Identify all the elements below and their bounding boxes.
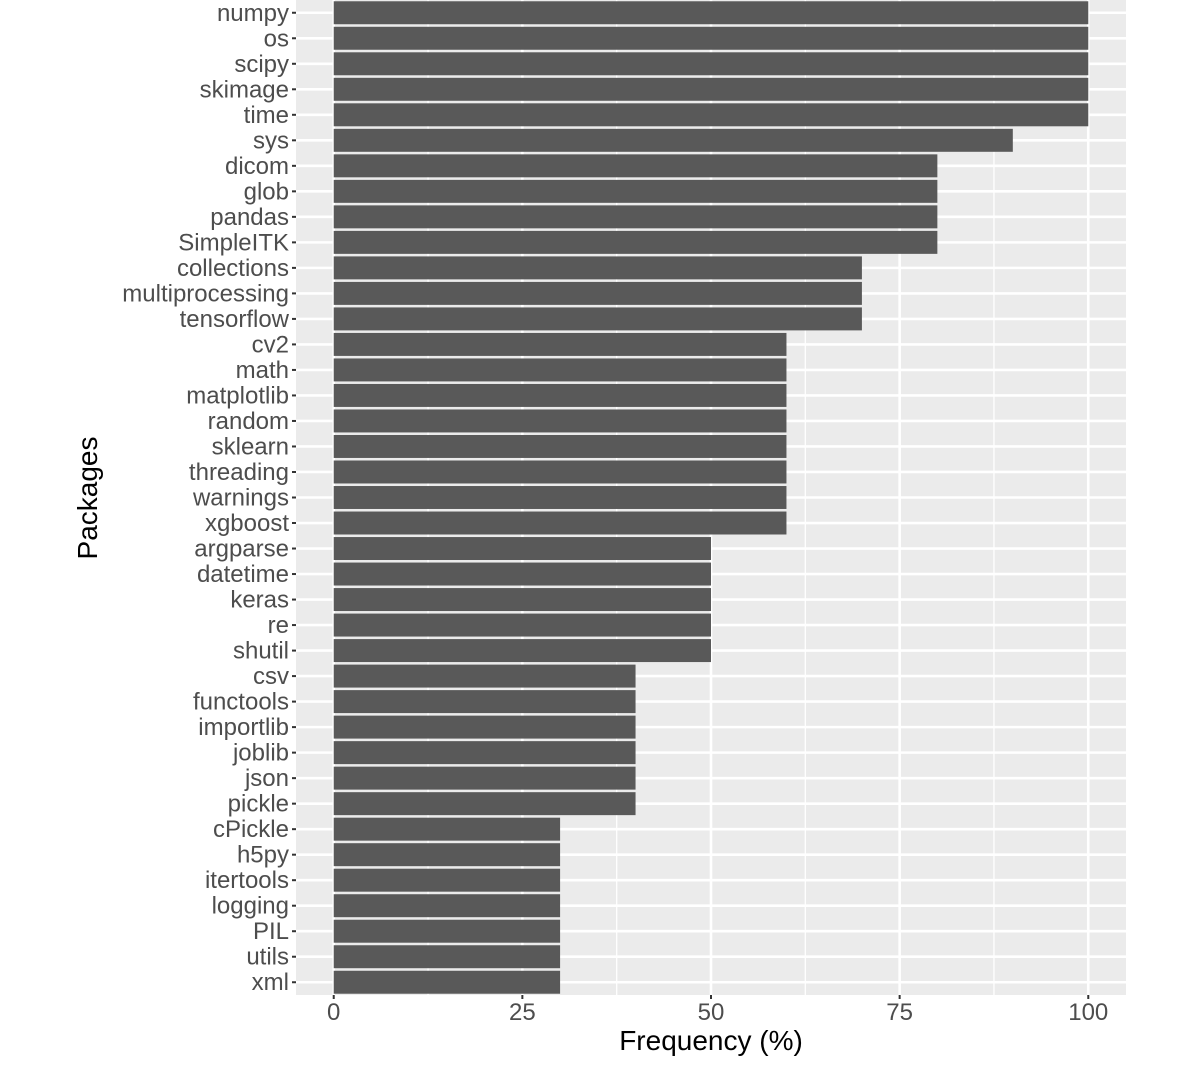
y-tick-label: math [236,357,289,384]
y-tick-label: threading [189,459,289,486]
x-axis-title: Frequency (%) [619,1025,803,1056]
bar-collections [333,256,862,280]
y-tick-label: importlib [198,714,289,741]
x-axis: 0 25 50 75 100 [327,995,1108,1026]
y-tick-label: sklearn [212,433,289,460]
bar-cv2 [333,332,787,356]
y-tick-label: pandas [210,204,289,231]
y-tick-label: h5py [237,842,289,869]
y-tick-label: datetime [197,561,289,588]
bar-joblib [333,741,636,765]
y-tick-label: logging [212,893,289,920]
bar-datetime [333,562,711,586]
bar-argparse [333,537,711,561]
bar-numpy [333,1,1089,25]
x-tick-label: 0 [327,999,340,1026]
y-tick-label: pickle [228,791,289,818]
y-tick-label: collections [177,255,289,282]
y-tick-label: random [208,408,289,435]
y-tick-label: SimpleITK [178,229,289,256]
bar-math [333,358,787,382]
y-tick-label: sys [253,127,289,154]
x-tick-label: 25 [509,999,536,1026]
bar-scipy [333,52,1089,76]
y-tick-label: os [264,25,289,52]
y-tick-label: argparse [194,536,289,563]
y-tick-label: xml [252,969,289,996]
y-tick-label: utils [246,944,289,971]
y-tick-label: json [244,765,289,792]
y-tick-label: re [268,612,289,639]
bar-simpleitk [333,230,938,254]
y-tick-label: shutil [233,638,289,665]
bar-shutil [333,639,711,663]
bar-matplotlib [333,383,787,407]
y-tick-label: cv2 [252,331,289,358]
bar-sys [333,128,1013,152]
y-tick-label: scipy [234,51,289,78]
bar-xml [333,970,561,994]
bar-re [333,613,711,637]
bar-itertools [333,868,561,892]
y-tick-label: warnings [192,485,289,512]
bar-h5py [333,843,561,867]
bar-time [333,103,1089,127]
bar-utils [333,945,561,969]
y-tick-label: cPickle [213,816,289,843]
y-axis: numpyosscipyskimagetimesysdicomglobpanda… [122,0,296,996]
y-tick-label: xgboost [205,510,289,537]
bar-multiprocessing [333,281,862,305]
bar-keras [333,588,711,612]
bar-glob [333,179,938,203]
bar-dicom [333,154,938,178]
bar-functools [333,690,636,714]
y-tick-label: csv [253,663,289,690]
bar-tensorflow [333,307,862,331]
y-tick-label: tensorflow [180,306,290,333]
y-tick-label: keras [230,587,289,614]
bar-pickle [333,792,636,816]
x-tick-label: 50 [698,999,725,1026]
y-tick-label: PIL [253,918,289,945]
x-tick-label: 100 [1068,999,1108,1026]
y-tick-label: multiprocessing [122,280,289,307]
y-tick-label: functools [193,689,289,716]
y-tick-label: itertools [205,867,289,894]
bar-sklearn [333,434,787,458]
bar-threading [333,460,787,484]
bar-json [333,766,636,790]
y-axis-title: Packages [72,437,103,560]
y-tick-label: glob [244,178,289,205]
y-tick-label: joblib [232,740,289,767]
y-tick-label: dicom [225,153,289,180]
x-tick-label: 75 [886,999,913,1026]
bar-skimage [333,77,1089,101]
y-tick-label: matplotlib [186,382,289,409]
bar-logging [333,894,561,918]
bar-importlib [333,715,636,739]
bar-xgboost [333,511,787,535]
bar-random [333,409,787,433]
y-tick-label: skimage [200,76,289,103]
bar-pil [333,919,561,943]
bar-warnings [333,486,787,509]
y-tick-label: numpy [217,0,289,27]
y-tick-label: time [244,102,289,129]
bars [333,1,1089,994]
bar-pandas [333,205,938,229]
bar-cpickle [333,817,561,841]
bar-os [333,26,1089,50]
bar-csv [333,664,636,688]
